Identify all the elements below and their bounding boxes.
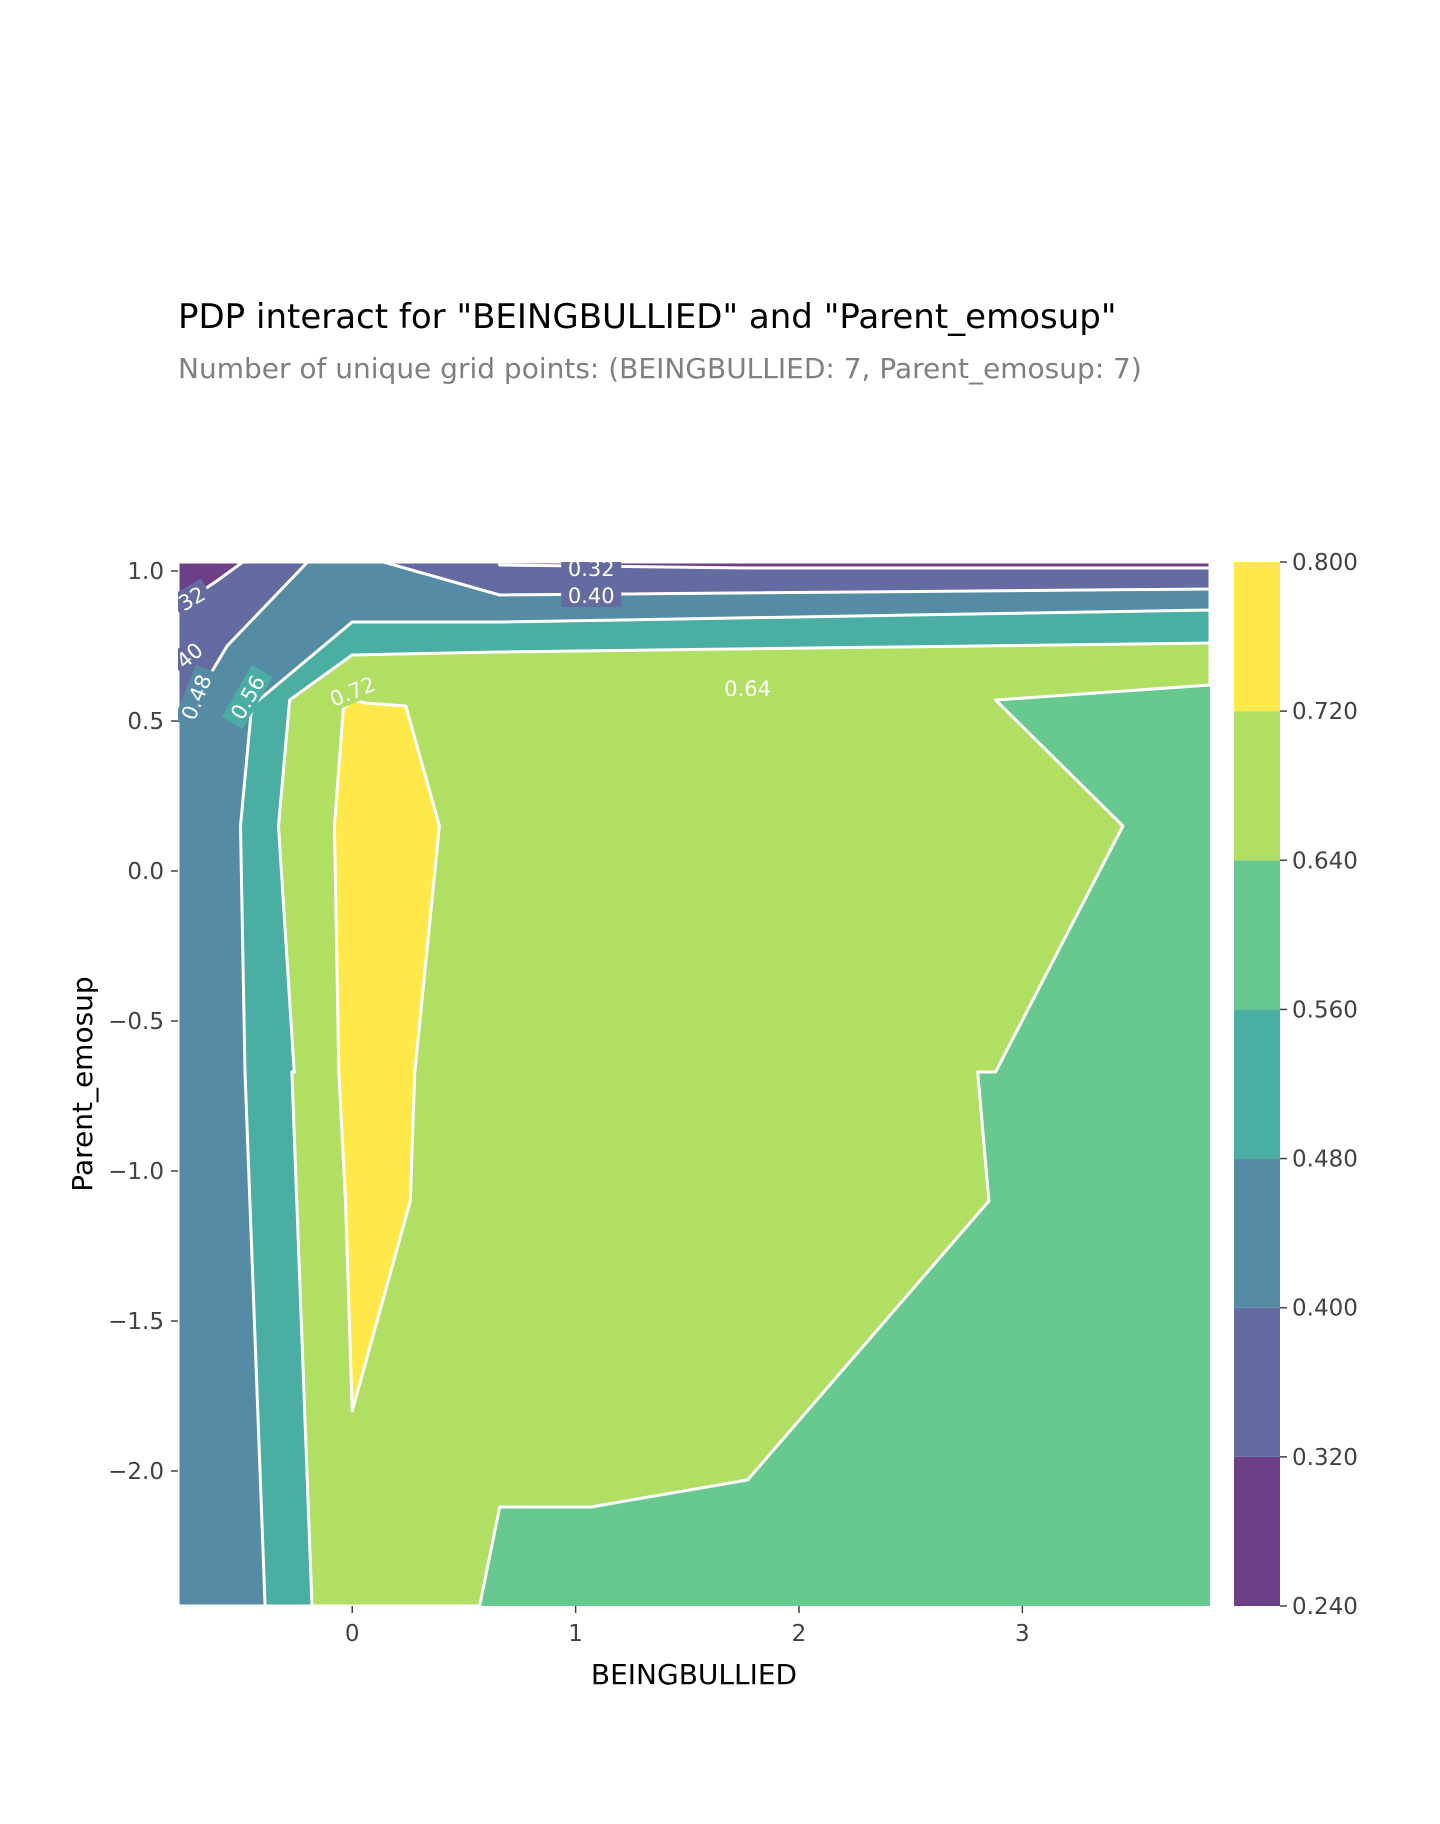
y-tick-label: −0.5: [108, 1009, 164, 1035]
contour-line-6: [332, 698, 441, 1413]
y-axis: 1.0 0.5 0.0 −0.5 −1.0 −1.5 −2.0: [108, 559, 178, 1485]
contour-label-1: 0.40: [561, 583, 622, 608]
contour-label-bg: [319, 668, 385, 714]
contour-line-0: [178, 562, 1210, 1606]
colorbar-tick-label: 0.240: [1292, 1594, 1358, 1620]
y-tick-label: 0.0: [127, 859, 164, 885]
colorbar-segment: [1234, 1009, 1280, 1159]
contour-region-6: [334, 700, 440, 1411]
colorbar: 0.240 0.320 0.400 0.480 0.560 0.640 0.720 0.800: [1234, 550, 1358, 1620]
colorbar-segment: [1234, 860, 1280, 1010]
contour-line-4: [178, 562, 245, 609]
contour-label-0: 0.32: [561, 557, 622, 581]
x-tick-label: 1: [568, 1621, 583, 1647]
contour-label-bg: [561, 583, 622, 607]
colorbar-segment: [1234, 1158, 1280, 1308]
y-axis-label: Parent_emosup: [66, 976, 99, 1191]
chart-subtitle: Number of unique grid points: (BEINGBULL…: [178, 352, 1142, 385]
colorbar-tick-label: 0.640: [1292, 848, 1358, 874]
contour-line-5: [498, 562, 1210, 570]
colorbar-segment: [1234, 711, 1280, 861]
contour-label-2: 0.64: [717, 676, 778, 701]
contour-label-bg: [178, 664, 219, 730]
colorbar-tick-label: 0.800: [1292, 550, 1358, 576]
chart-title: PDP interact for "BEINGBULLIED" and "Par…: [178, 297, 1117, 337]
colorbar-segment: [1234, 1307, 1280, 1457]
contour-label-text: 0.40: [568, 584, 615, 608]
colorbar-segment: [1234, 562, 1280, 712]
colorbar-tick-label: 0.400: [1292, 1296, 1358, 1322]
contour-label-bg: [178, 578, 213, 618]
y-tick-label: −2.0: [108, 1459, 164, 1485]
y-tick-label: 0.5: [127, 709, 164, 735]
contour-line-1: [178, 562, 1210, 1606]
x-tick-label: 2: [792, 1621, 807, 1647]
x-axis: 0 1 2 3: [345, 1606, 1030, 1647]
colorbar-tick-label: 0.320: [1292, 1445, 1358, 1471]
x-tick-label: 3: [1015, 1621, 1030, 1647]
colorbar-segment: [1234, 1456, 1280, 1606]
x-tick-label: 0: [345, 1621, 360, 1647]
colorbar-tick-label: 0.720: [1292, 699, 1358, 725]
contour-label-bg: [717, 676, 778, 700]
colorbar-tick-label: 0.560: [1292, 997, 1358, 1023]
contour-region-2: [178, 562, 1210, 1606]
y-tick-label: −1.0: [108, 1159, 164, 1185]
y-tick-label: −1.5: [108, 1309, 164, 1335]
contour-label-text: 0.64: [724, 677, 771, 701]
contour-label-bg: [178, 634, 211, 676]
colorbar-tick-label: 0.480: [1292, 1147, 1358, 1173]
contour-label-bg: [561, 562, 622, 580]
x-axis-label: BEINGBULLIED: [591, 1658, 797, 1691]
contour-label-text: 0.32: [568, 557, 615, 581]
contour-label-bg: [221, 665, 273, 729]
y-tick-label: 1.0: [127, 559, 164, 585]
